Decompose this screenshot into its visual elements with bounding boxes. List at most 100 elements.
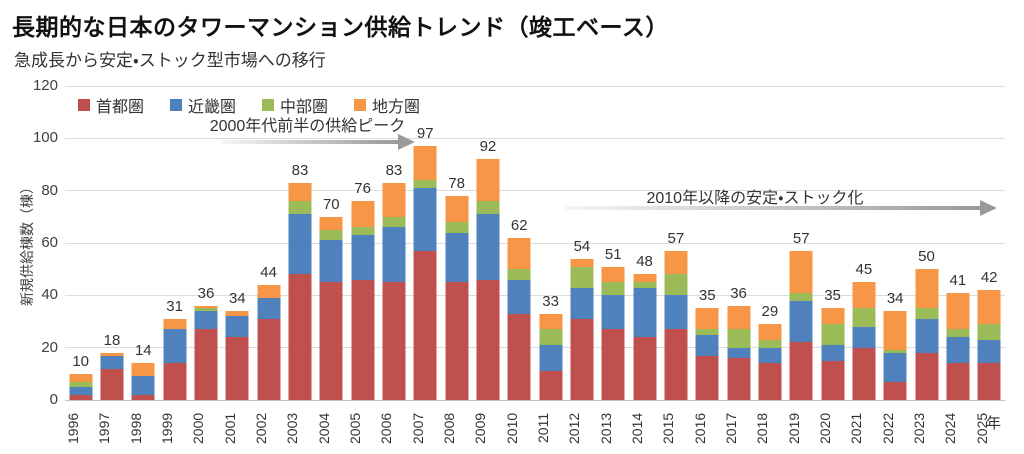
bar-segment (539, 329, 563, 346)
bar-segment (946, 329, 970, 338)
bar-group-2006: 83 2006 (378, 86, 409, 444)
bar-segment (69, 394, 93, 400)
bar-stack (413, 146, 437, 400)
x-tick-label-2013: 2013 (597, 412, 614, 444)
bar-stack (664, 250, 688, 400)
bar-group-2018: 29 2018 (754, 86, 785, 444)
bar-segment (601, 282, 625, 296)
y-tick-label-80: 80 (41, 181, 58, 199)
bar-stack (633, 274, 657, 400)
x-tick-label-2020: 2020 (816, 412, 833, 444)
bar-total-label: 78 (448, 174, 465, 192)
bar-total-label: 45 (855, 261, 873, 279)
bar-group-2017: 36 2017 (723, 86, 754, 444)
bar-segment (946, 292, 970, 330)
bar-group-2016: 35 2016 (692, 86, 723, 444)
bar-stack (69, 373, 93, 400)
bar-segment (69, 386, 93, 395)
bar-segment (664, 295, 688, 330)
bar-stack (977, 290, 1001, 400)
bar-stack (257, 284, 281, 400)
bar-total-label: 29 (761, 303, 779, 321)
bar-segment (821, 308, 845, 325)
bar-segment (445, 282, 469, 400)
bar-segment (883, 352, 907, 382)
bar-segment (131, 363, 155, 377)
bar-group-2003: 83 2003 (284, 86, 315, 444)
x-tick-label-2023: 2023 (910, 412, 927, 444)
x-tick-label-2003: 2003 (284, 412, 301, 444)
bar-group-2022: 34 2022 (880, 86, 911, 444)
bar-group-2001: 34 2001 (222, 86, 253, 444)
bar-stack (382, 182, 406, 400)
x-tick-label-2007: 2007 (409, 412, 426, 444)
bar-segment (382, 216, 406, 228)
gridline-y-20 (65, 347, 1005, 349)
bar-total-label: 50 (918, 248, 935, 266)
bar-segment (946, 363, 970, 400)
y-tick-label-100: 100 (32, 129, 58, 147)
x-tick-label-2016: 2016 (691, 412, 708, 444)
bar-segment (601, 295, 625, 330)
bar-group-2020: 35 2020 (817, 86, 848, 444)
gridline-y-40 (65, 294, 1005, 296)
y-tick-label-40: 40 (41, 286, 58, 304)
bar-group-2023: 50 2023 (911, 86, 942, 444)
bar-segment (789, 250, 813, 293)
bar-segment (445, 222, 469, 233)
bar-stack (131, 363, 155, 400)
bar-segment (257, 318, 281, 400)
bar-segment (351, 201, 375, 228)
y-tick-label-20: 20 (41, 338, 58, 356)
bar-group-2021: 45 2021 (848, 86, 879, 444)
bar-stack (288, 182, 312, 400)
x-tick-label-2006: 2006 (378, 412, 395, 444)
bar-stack (852, 282, 876, 400)
bar-group-2013: 51 2013 (598, 86, 629, 444)
chart-title: 長期的な日本のタワーマンション供給トレンド（竣工ベース） (12, 14, 669, 40)
bar-segment (633, 337, 657, 400)
bar-segment (915, 269, 939, 309)
bar-segment (758, 363, 782, 400)
bar-stack (319, 216, 343, 400)
bar-stack (163, 318, 187, 400)
bar-segment (758, 339, 782, 348)
y-tick-label-60: 60 (41, 234, 58, 251)
bar-segment (382, 182, 406, 217)
bar-segment (539, 313, 563, 330)
bar-segment (288, 201, 312, 215)
bar-segment (194, 311, 218, 330)
legend-item: 地方圏 (354, 93, 420, 117)
bar-segment (789, 342, 813, 400)
bar-total-label: 18 (103, 331, 121, 349)
bar-segment (946, 337, 970, 364)
annotation-peak-arrow (222, 140, 398, 144)
legend-item: 中部圏 (262, 93, 328, 117)
x-tick-label-2002: 2002 (252, 412, 269, 444)
bar-segment (852, 326, 876, 348)
bar-group-2010: 62 2010 (504, 86, 535, 444)
bar-segment (695, 355, 719, 400)
bar-total-label: 14 (134, 342, 152, 360)
annotation-stock-arrowhead-icon (980, 200, 997, 216)
bar-segment (476, 214, 500, 280)
x-tick-label-2015: 2015 (660, 412, 677, 444)
bar-segment (977, 290, 1001, 325)
bar-segment (570, 266, 594, 288)
x-tick-label-2022: 2022 (879, 412, 896, 444)
bar-group-2002: 44 2002 (253, 86, 284, 444)
gridline-y-0 (65, 399, 1005, 401)
bar-group-1999: 31 1999 (159, 86, 190, 444)
x-tick-label-1998: 1998 (127, 412, 144, 444)
bar-segment (695, 308, 719, 330)
gridline-y-100 (65, 137, 1005, 139)
bar-total-label: 10 (72, 352, 89, 370)
bar-stack (476, 159, 500, 400)
x-tick-label-2018: 2018 (754, 412, 771, 444)
legend-label: 地方圏 (372, 99, 421, 116)
x-axis-unit-label: 年 (986, 415, 1002, 432)
bar-stack (225, 311, 249, 400)
x-tick-label-2024: 2024 (942, 412, 959, 444)
bar-group-2009: 92 2009 (472, 86, 503, 444)
